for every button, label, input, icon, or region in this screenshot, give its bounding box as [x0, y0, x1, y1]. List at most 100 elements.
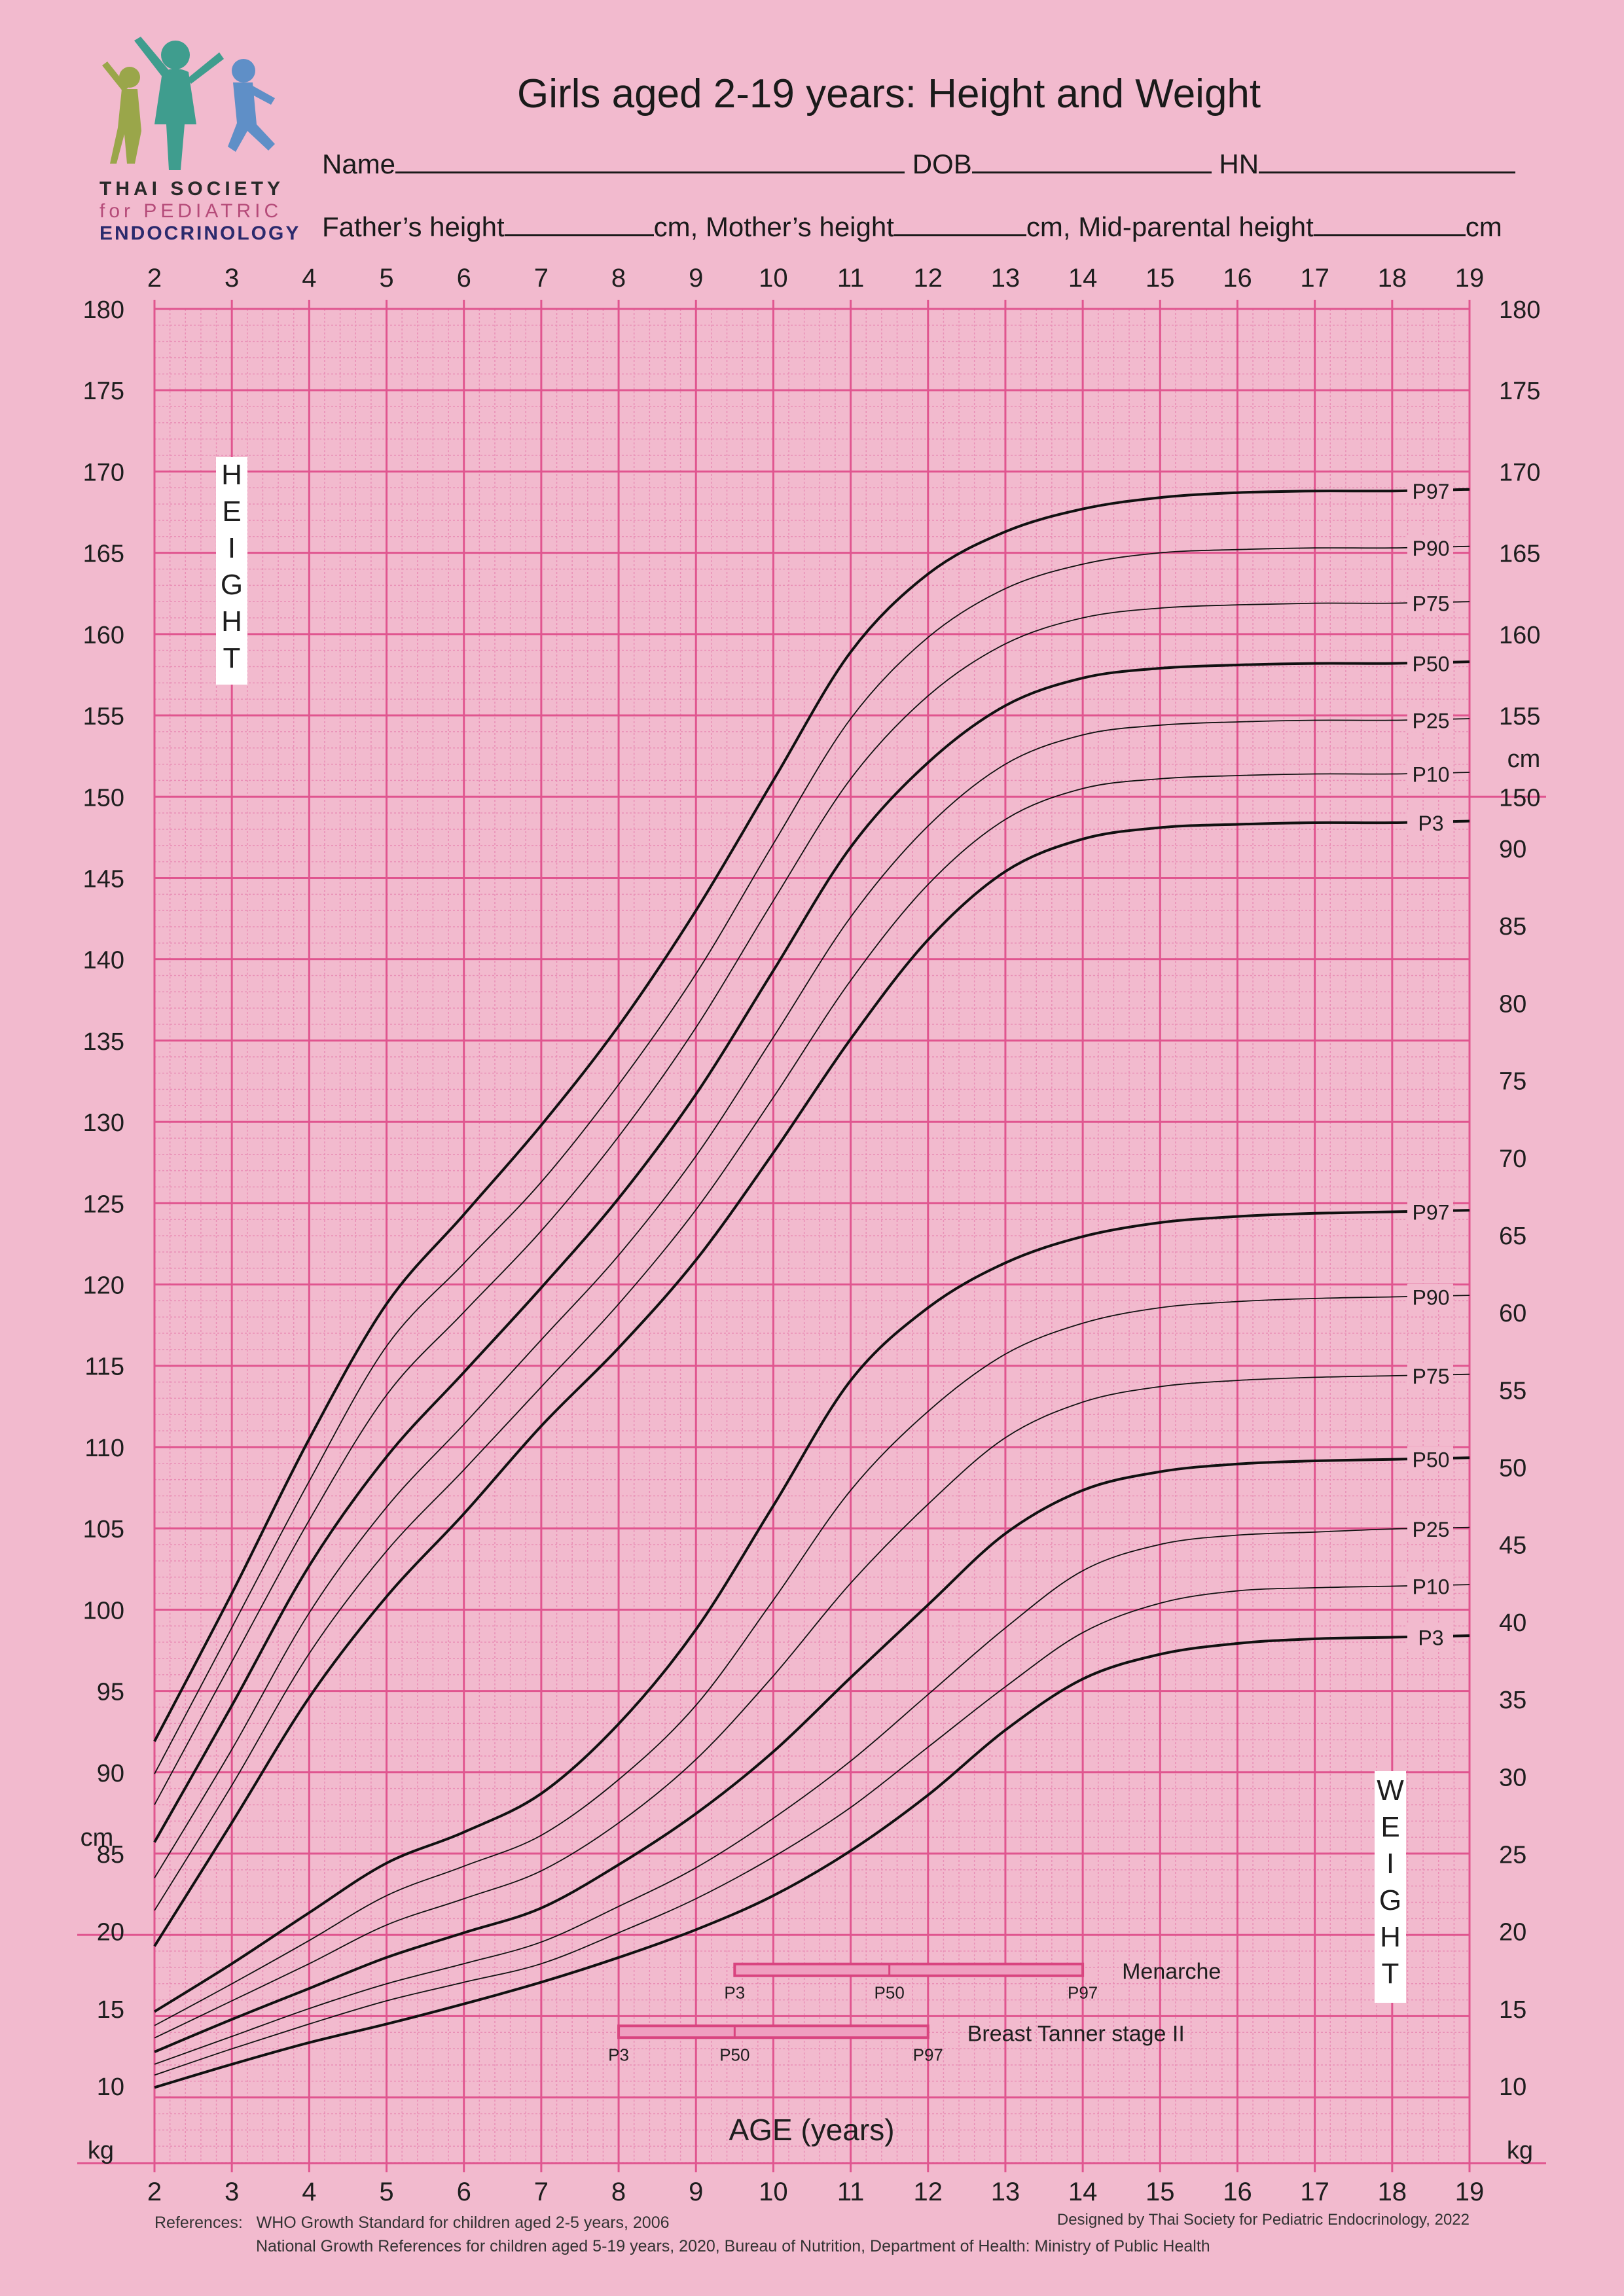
height-label-p25: P25	[1413, 709, 1450, 733]
x-tick-label-top: 19	[1455, 264, 1485, 293]
height-curve-p25	[154, 718, 1470, 1878]
weight-axis-letter: I	[1386, 1848, 1394, 1880]
x-tick-label-bottom: 13	[991, 2178, 1020, 2206]
logo-line-2: for PEDIATRIC	[99, 200, 283, 222]
height-axis-letter: T	[223, 642, 241, 674]
x-tick-label-top: 18	[1378, 264, 1407, 293]
band-tick-label: P3	[724, 1983, 745, 2003]
height-tick-label-right: 150	[1499, 784, 1540, 812]
x-tick-label-top: 8	[611, 264, 626, 293]
name-field[interactable]	[395, 148, 905, 173]
weight-tick-label-right: 40	[1499, 1609, 1526, 1637]
x-tick-label-top: 16	[1223, 264, 1252, 293]
height-tick-label-left: 115	[84, 1354, 124, 1381]
x-tick-label-bottom: 6	[457, 2178, 471, 2206]
height-tick-label-left: 155	[83, 703, 124, 730]
reference-1: WHO Growth Standard for children aged 2-…	[256, 2214, 670, 2232]
height-axis-letter: I	[228, 532, 236, 564]
x-tick-label-top: 9	[689, 264, 703, 293]
weight-curve-p50	[154, 1456, 1470, 2053]
band-tick-label: P50	[875, 1983, 905, 2003]
height-tick-label-left: 175	[83, 378, 124, 405]
hn-field[interactable]	[1259, 148, 1516, 173]
weight-axis-letter: H	[1380, 1921, 1401, 1953]
puberty-bands: P3 P50 P97 Menarche P3 P50 P97 Breast Tanner st…	[608, 1960, 1221, 2065]
mother-height-field[interactable]	[893, 211, 1026, 236]
weight-label-p10: P10	[1413, 1575, 1450, 1599]
page-title: Girls aged 2-19 years: Height and Weight	[517, 71, 1261, 117]
weight-unit-right: kg	[1507, 2137, 1533, 2164]
x-tick-label-bottom: 10	[759, 2178, 788, 2206]
weight-axis-letter: G	[1379, 1884, 1401, 1916]
height-label-p10: P10	[1413, 762, 1450, 786]
weight-tick-label-right: 85	[1499, 913, 1526, 941]
references: References: WHO Growth Standard for chil…	[154, 2211, 1210, 2258]
height-tick-label-left: 85	[97, 1841, 124, 1869]
father-height-field[interactable]	[504, 211, 654, 236]
x-tick-label-top: 17	[1300, 264, 1329, 293]
height-tick-label-left: 140	[83, 947, 124, 975]
x-tick-label-bottom: 17	[1300, 2178, 1329, 2206]
x-tick-label-top: 10	[759, 264, 788, 293]
x-tick-label-top: 4	[302, 264, 316, 293]
references-label: References:	[154, 2214, 243, 2232]
weight-curve-p97	[153, 1209, 1470, 2013]
hn-label: HN	[1219, 149, 1259, 179]
parental-height-row: Father’s height cm, Mother’s height cm, Mi…	[322, 211, 1502, 243]
weight-tick-label-left: 20	[97, 1919, 124, 1946]
band-tick-label: P3	[608, 2045, 629, 2064]
height-tick-label-right: 155	[1499, 703, 1540, 730]
percentile-curves: P97 P90 P75 P50 P25 P10 P3 P97 P90 P75 P50 P25 P10 P3	[153, 478, 1470, 2089]
reference-2: National Growth References for children …	[256, 2237, 1210, 2255]
weight-curve-p3	[154, 1634, 1470, 2089]
height-tick-label-left: 105	[83, 1516, 124, 1543]
x-tick-label-bottom: 19	[1455, 2178, 1485, 2206]
dob-field[interactable]	[971, 148, 1212, 173]
height-tick-label-left: 135	[83, 1028, 124, 1056]
x-tick-label-top: 13	[991, 264, 1020, 293]
weight-tick-label-right: 35	[1499, 1687, 1526, 1714]
weight-curve-p75	[154, 1373, 1470, 2039]
logo-line-1: THAI SOCIETY	[99, 178, 285, 200]
x-tick-label-bottom: 16	[1223, 2178, 1252, 2206]
band-tick-label: P50	[719, 2045, 749, 2064]
weight-label-p3: P3	[1418, 1626, 1443, 1650]
height-axis-letter: H	[221, 459, 242, 491]
weight-curve-p90	[154, 1295, 1470, 2026]
height-tick-label-left: 150	[83, 784, 124, 812]
height-tick-label-left: 165	[83, 541, 124, 568]
weight-label-p97: P97	[1413, 1200, 1450, 1224]
x-axis-title: AGE (years)	[729, 2113, 894, 2147]
band-bar	[733, 1962, 1085, 1977]
x-tick-label-top: 2	[147, 264, 162, 293]
height-tick-label-left: 180	[83, 296, 124, 324]
height-curve-p3	[153, 819, 1470, 1947]
x-tick-label-top: 7	[534, 264, 549, 293]
logo-line-3: ENDOCRINOLOGY	[99, 223, 301, 244]
x-tick-label-bottom: 5	[379, 2178, 393, 2206]
height-axis-letter: H	[221, 605, 242, 637]
weight-curve-p25	[154, 1526, 1470, 2065]
height-tick-label-left: 95	[97, 1679, 124, 1706]
height-label-p97: P97	[1413, 480, 1450, 503]
weight-axis-letter: E	[1380, 1811, 1399, 1843]
height-tick-label-left: 170	[83, 459, 124, 486]
height-unit-right: cm	[1507, 745, 1541, 773]
patient-info-row: Name DOB HN	[322, 148, 1516, 180]
band-tick-label: P97	[1068, 1983, 1098, 2003]
height-tick-label-left: 100	[83, 1597, 124, 1624]
jumping-children-icon	[102, 37, 275, 170]
height-tick-label-right: 170	[1499, 459, 1540, 486]
weight-tick-label-right: 65	[1499, 1223, 1526, 1250]
x-tick-label-bottom: 12	[914, 2178, 943, 2206]
band-bar	[617, 2024, 929, 2039]
midparental-height-field[interactable]	[1313, 211, 1466, 236]
x-tick-label-bottom: 15	[1146, 2178, 1175, 2206]
design-credit: Designed by Thai Society for Pediatric E…	[1056, 2211, 1470, 2229]
mother-height-label: cm, Mother’s height	[653, 211, 894, 242]
band-label: Menarche	[1122, 1960, 1221, 1984]
height-tick-label-left: 145	[83, 865, 124, 893]
x-tick-label-top: 5	[379, 264, 393, 293]
weight-axis-letter: W	[1377, 1774, 1404, 1806]
